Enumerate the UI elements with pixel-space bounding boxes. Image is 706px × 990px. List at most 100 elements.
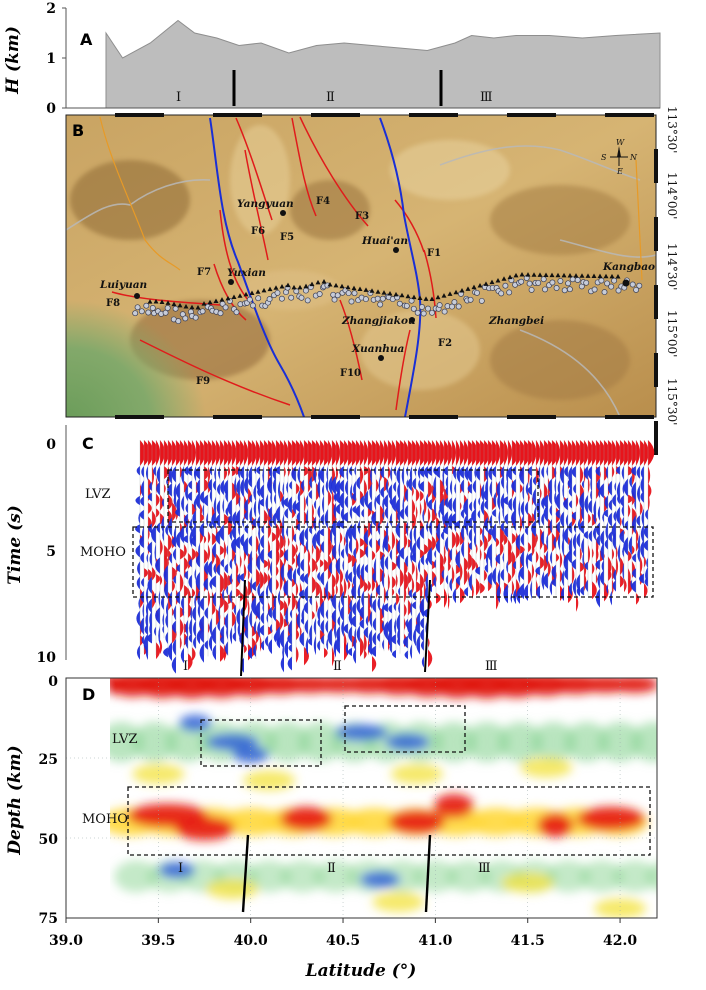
trace-wiggle [384, 556, 388, 571]
trace-wiggle [617, 544, 620, 563]
station-circle [172, 305, 179, 312]
lvz-box-c [167, 469, 539, 523]
trace-wiggle [262, 602, 264, 613]
station-triangle [153, 299, 159, 304]
trace-wiggle [372, 617, 376, 632]
panel-label-d: D [82, 685, 95, 704]
station-triangle [537, 272, 543, 277]
trace-wiggle [404, 617, 406, 631]
ccp-blob [313, 860, 358, 893]
trace-wiggle [616, 466, 620, 475]
trace-wiggle [236, 608, 240, 627]
trace-wiggle [643, 539, 648, 551]
trace-wiggle [467, 483, 472, 494]
town-xuanhua: Xuanhua [351, 343, 404, 355]
trace-wiggle [244, 644, 247, 654]
trace-wiggle [260, 611, 264, 625]
trace-p-arrival [496, 440, 501, 466]
trace-wiggle [249, 506, 252, 526]
panel-c-ylabel: Time (s) [5, 505, 25, 585]
trace-wiggle [548, 489, 552, 506]
trace-wiggle [396, 466, 400, 486]
station-circle [615, 287, 622, 294]
trace-wiggle [376, 479, 379, 492]
trace-wiggle [163, 565, 168, 585]
trace-wiggle [463, 498, 468, 518]
panel-a-yticks: 2 1 0 [46, 1, 66, 117]
trace-wiggle [288, 466, 290, 477]
trace-wiggle [259, 498, 264, 507]
trace-wiggle [305, 538, 308, 553]
trace-wiggle [212, 532, 217, 546]
station-triangle [609, 273, 615, 279]
trace-wiggle [548, 560, 551, 578]
ccp-blob [631, 722, 657, 762]
trace-wiggle [461, 540, 464, 558]
trace-p-arrival [220, 440, 226, 466]
trace-wiggle [211, 626, 216, 645]
trace-wiggle [296, 522, 300, 532]
trace-wiggle [257, 582, 260, 599]
panel-c-ytick-10: 10 [37, 650, 57, 666]
trace-wiggle [171, 536, 176, 548]
trace-wiggle [204, 549, 209, 564]
station-triangle [285, 282, 291, 288]
trace-wiggle [253, 484, 256, 502]
trace-wiggle [162, 625, 164, 634]
trace-wiggle [276, 636, 280, 649]
station-triangle [213, 298, 219, 303]
trace-wiggle [209, 617, 212, 637]
trace-wiggle [407, 476, 412, 492]
trace-wiggle [443, 525, 448, 535]
trace-wiggle [208, 478, 212, 492]
trace-wiggle [523, 583, 528, 602]
trace-wiggle [283, 579, 288, 597]
trace-wiggle [140, 480, 144, 499]
trace-wiggle [573, 549, 576, 558]
ccp-blob [413, 860, 458, 893]
station-circle [138, 308, 145, 315]
trace-wiggle [336, 584, 338, 596]
panel-a-ytick: 1 [46, 51, 56, 67]
ccp-blob [179, 714, 212, 731]
trace-wiggle [364, 490, 368, 509]
trace-wiggle [564, 567, 568, 581]
trace-wiggle [524, 501, 528, 516]
trace-wiggle [536, 585, 540, 599]
trace-wiggle [473, 532, 476, 548]
trace-wiggle [257, 487, 260, 497]
trace-wiggle [410, 601, 412, 617]
trace-wiggle [504, 533, 508, 546]
moho-box-c [132, 526, 654, 598]
moho-box-d [127, 786, 651, 856]
trace-wiggle [348, 579, 351, 590]
trace-p-arrival [232, 440, 237, 466]
trace-wiggle [231, 523, 236, 541]
trace-wiggle [445, 574, 448, 585]
station-circle [377, 301, 384, 308]
trace-wiggle [392, 531, 396, 551]
trace-wiggle [238, 496, 240, 508]
station-circle [246, 296, 253, 303]
trace-wiggle [356, 537, 359, 555]
trace-wiggle [308, 548, 311, 566]
trace-wiggle [156, 508, 160, 518]
station-circle [633, 286, 640, 293]
trace-wiggle [276, 546, 280, 567]
trace-wiggle [136, 610, 140, 627]
trace-wiggle [268, 639, 272, 655]
station-triangle [231, 294, 237, 300]
trace-wiggle [313, 635, 316, 656]
station-triangle [171, 301, 177, 307]
trace-p-arrival [532, 440, 537, 466]
trace-wiggle [588, 530, 592, 542]
trace-wiggle [612, 466, 615, 478]
trace-p-arrival [612, 440, 617, 466]
trace-wiggle [141, 466, 144, 478]
trace-wiggle [337, 615, 340, 627]
trace-wiggle [384, 506, 388, 520]
station-triangle [261, 287, 267, 293]
trace-wiggle [619, 495, 624, 508]
trace-wiggle [224, 563, 228, 574]
trace-wiggle [272, 605, 276, 622]
